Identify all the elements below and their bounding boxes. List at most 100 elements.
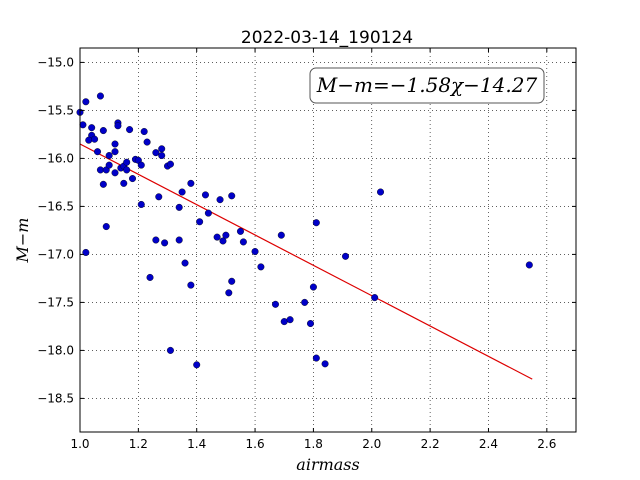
data-point	[239, 238, 247, 246]
data-point	[88, 124, 96, 132]
data-point	[85, 136, 93, 144]
y-tick-label: −15.5	[37, 103, 74, 117]
data-point	[342, 252, 350, 260]
plot-frame	[79, 47, 577, 433]
data-point	[525, 261, 533, 269]
data-point	[82, 248, 90, 256]
data-point	[96, 92, 104, 100]
data-point	[91, 135, 99, 143]
data-point	[181, 259, 189, 267]
data-point	[175, 203, 183, 211]
data-point	[196, 218, 204, 226]
data-point	[371, 294, 379, 302]
y-tick-label: −16.5	[37, 199, 74, 213]
data-point	[309, 283, 317, 291]
data-point	[94, 148, 102, 156]
data-point	[166, 160, 174, 168]
data-point	[222, 231, 230, 239]
data-point	[137, 200, 145, 208]
data-point	[82, 98, 90, 106]
data-point	[166, 346, 174, 354]
data-point	[152, 149, 160, 157]
data-point	[216, 196, 224, 204]
data-point	[228, 192, 236, 200]
data-point	[102, 223, 110, 231]
y-axis-ticks: −15.0 −15.5 −16.0 −16.5 −17.0 −17.5 −18.0 −18.5	[37, 55, 576, 405]
data-point	[126, 126, 134, 134]
data-point	[99, 127, 107, 135]
x-tick-label: 2.6	[537, 437, 556, 451]
x-tick-label: 2.0	[362, 437, 381, 451]
data-point	[204, 209, 212, 217]
data-point	[175, 236, 183, 244]
data-point	[143, 138, 151, 146]
x-axis-ticks: 1.0 1.2 1.4 1.6 1.8 2.0 2.2 2.4 2.6	[70, 48, 556, 451]
data-point	[257, 263, 265, 271]
y-axis-label: M−m	[13, 218, 32, 264]
data-point	[105, 152, 113, 160]
data-point	[219, 237, 227, 245]
data-point	[187, 281, 195, 289]
data-point	[201, 191, 209, 199]
data-point	[306, 320, 314, 328]
data-point	[155, 193, 163, 201]
data-point	[111, 148, 119, 156]
y-tick-label: −18.5	[37, 391, 74, 405]
data-point	[178, 188, 186, 196]
x-tick-label: 1.4	[187, 437, 206, 451]
x-tick-label: 1.0	[70, 437, 89, 451]
y-tick-label: −17.5	[37, 295, 74, 309]
data-point	[123, 166, 131, 174]
data-point	[129, 175, 137, 183]
data-point	[105, 161, 113, 169]
chart-title: 2022-03-14_190124	[241, 28, 413, 48]
data-point	[271, 300, 279, 308]
y-tick-label: −18.0	[37, 343, 74, 357]
data-point	[301, 298, 309, 306]
data-point	[96, 166, 104, 174]
data-point	[187, 179, 195, 187]
x-tick-label: 1.2	[129, 437, 148, 451]
x-tick-label: 2.4	[479, 437, 498, 451]
data-point	[161, 239, 169, 247]
data-points	[76, 92, 533, 369]
data-point	[286, 316, 294, 324]
data-point	[321, 360, 329, 368]
fit-equation-annotation: M−m=−1.58χ−14.27	[316, 73, 538, 97]
data-point	[277, 231, 285, 239]
data-point	[193, 361, 201, 369]
data-point	[111, 140, 119, 148]
y-tick-label: −16.0	[37, 151, 74, 165]
data-point	[312, 354, 320, 362]
x-tick-label: 1.6	[246, 437, 265, 451]
data-point	[280, 318, 288, 326]
y-tick-label: −15.0	[37, 55, 74, 69]
data-point	[228, 277, 236, 285]
data-point	[114, 122, 122, 130]
data-point	[213, 233, 221, 241]
x-tick-label: 2.2	[421, 437, 440, 451]
data-point	[111, 169, 119, 177]
fit-line-segment	[79, 143, 533, 380]
data-point	[152, 236, 160, 244]
data-point	[120, 179, 128, 187]
data-point	[236, 227, 244, 235]
fit-line	[79, 143, 533, 380]
y-tick-label: −17.0	[37, 247, 74, 261]
data-point	[225, 289, 233, 297]
x-tick-label: 1.8	[304, 437, 323, 451]
data-point	[140, 128, 148, 136]
grid-lines	[79, 48, 576, 432]
data-point	[99, 180, 107, 188]
data-point	[158, 145, 166, 153]
annotation-box	[309, 67, 545, 104]
data-point	[123, 158, 131, 166]
data-point	[158, 152, 166, 160]
data-point	[312, 219, 320, 227]
data-point	[377, 188, 385, 196]
data-point	[146, 273, 154, 281]
data-point	[79, 121, 87, 129]
data-point	[137, 161, 145, 169]
data-point	[251, 248, 259, 256]
